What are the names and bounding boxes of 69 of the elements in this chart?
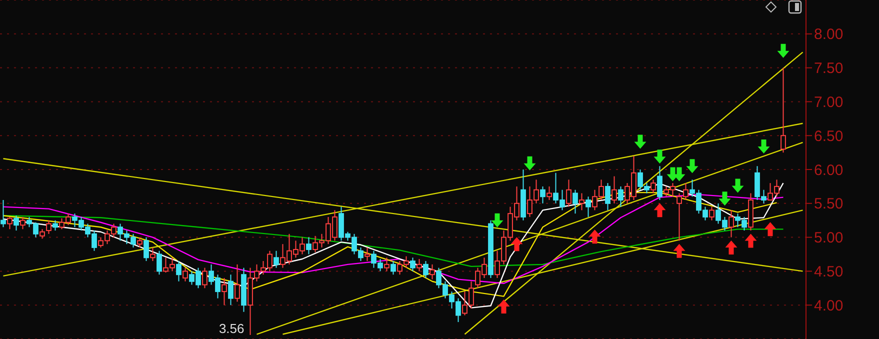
point	[510, 237, 523, 252]
point	[744, 234, 757, 248]
line-series	[2, 215, 784, 268]
y-tick-label: 8.00	[814, 26, 844, 44]
candlestick	[14, 215, 19, 232]
candlestick	[52, 220, 58, 232]
candlestick	[728, 210, 734, 238]
candlestick	[228, 274, 234, 306]
candlestick	[40, 228, 45, 240]
candlestick	[416, 258, 422, 272]
candlestick	[572, 189, 578, 214]
point	[673, 244, 686, 258]
candlestick	[7, 216, 12, 230]
candlestick	[150, 246, 156, 262]
point	[764, 222, 776, 236]
point	[498, 299, 510, 314]
point	[588, 230, 601, 244]
candlestick	[605, 182, 610, 211]
annotation: 3.56	[218, 320, 244, 336]
candlestick	[0, 200, 6, 228]
candlestick	[20, 216, 26, 230]
candlestick	[612, 176, 617, 204]
candlestick	[566, 179, 572, 208]
y-tick-label: 7.00	[814, 94, 844, 112]
point	[718, 192, 731, 206]
y-tick-label: 7.50	[814, 60, 844, 78]
candlestick	[618, 186, 624, 208]
candlestick	[182, 267, 188, 282]
candlestick	[144, 236, 149, 262]
point	[524, 156, 536, 170]
point	[725, 240, 738, 254]
y-tick-label: 5.50	[814, 196, 844, 213]
candlestick	[274, 250, 279, 268]
candlestick	[306, 236, 312, 255]
candlestick	[234, 264, 240, 302]
candlestick	[202, 267, 208, 289]
y-tick-label: 6.00	[814, 162, 844, 179]
point	[758, 139, 770, 154]
point	[491, 213, 504, 228]
candlestick	[364, 246, 370, 262]
candlestick	[709, 206, 714, 221]
candlestick	[410, 257, 416, 272]
candlestick	[780, 67, 786, 154]
candlestick	[650, 179, 656, 194]
candlestick	[579, 192, 584, 211]
candlestick	[546, 186, 552, 201]
candlestick	[222, 277, 227, 306]
candlestick	[384, 257, 390, 272]
candlestick	[176, 260, 182, 282]
point	[732, 178, 744, 193]
y-tick-label: 6.50	[814, 128, 844, 145]
point	[654, 203, 666, 218]
point	[634, 134, 646, 149]
candlestick	[390, 260, 396, 276]
candlestick	[540, 186, 546, 204]
point	[777, 44, 790, 58]
candlestick	[657, 166, 662, 201]
candlestick	[423, 260, 428, 278]
candlestick	[586, 196, 591, 218]
point	[654, 150, 666, 164]
candlestick	[430, 264, 435, 280]
y-tick-label: 4.50	[814, 264, 844, 281]
candlestick	[156, 250, 162, 276]
candlestick	[137, 236, 142, 248]
candlestick	[46, 220, 52, 234]
y-tick-label: 4.00	[814, 297, 844, 314]
point	[686, 159, 698, 174]
y-tick-label: 5.00	[814, 230, 844, 247]
point	[673, 167, 686, 182]
